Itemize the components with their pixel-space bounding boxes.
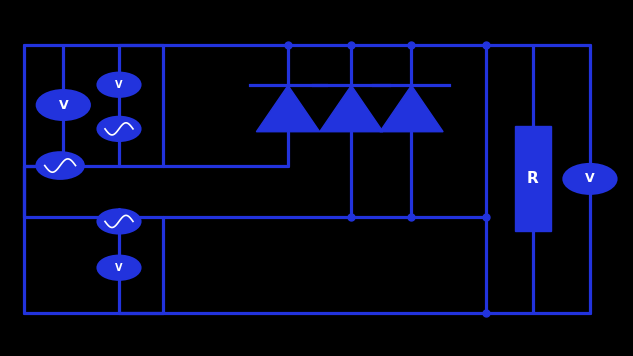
Circle shape [37, 90, 90, 120]
Circle shape [97, 73, 141, 97]
Circle shape [37, 152, 84, 179]
Polygon shape [380, 85, 443, 132]
Circle shape [97, 117, 141, 141]
Polygon shape [256, 85, 320, 132]
Polygon shape [320, 85, 383, 132]
Text: R: R [527, 171, 539, 187]
Text: V: V [585, 172, 595, 185]
Circle shape [97, 209, 141, 234]
Text: V: V [115, 80, 123, 90]
Text: V: V [115, 263, 123, 273]
FancyBboxPatch shape [515, 126, 551, 231]
Circle shape [97, 256, 141, 280]
Text: V: V [58, 99, 68, 111]
Circle shape [563, 164, 617, 194]
